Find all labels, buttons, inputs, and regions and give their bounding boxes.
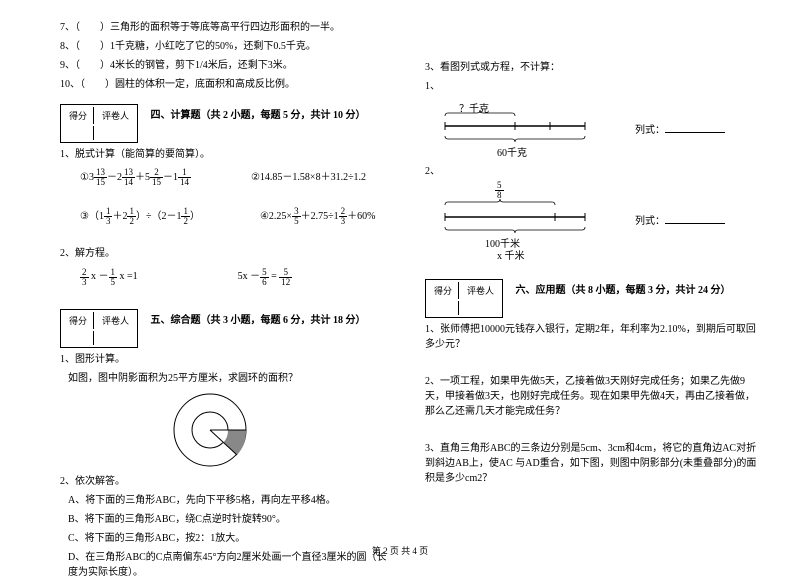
figure1-row: ？千克 60千克 列式：	[425, 98, 760, 158]
sec5-q2a: A、将下面的三角形ABC，先向下平移5格，再向左平移4格。	[60, 493, 395, 508]
calc-row3: 23 x －15 x =1 5x －56 = 512	[80, 267, 395, 286]
sec5-q1: 1、图形计算。	[60, 352, 395, 367]
blank2	[665, 214, 725, 224]
r-q3-2: 2、	[425, 164, 760, 179]
eq2: ②14.85－1.58×8＋31.2÷1.2	[251, 168, 366, 187]
calc-q2: 2、解方程。	[60, 246, 395, 261]
scorebox-5: 得分评卷人	[60, 309, 138, 348]
r-q3: 3、看图列式或方程，不计算：	[425, 60, 760, 75]
app-q1: 1、张师傅把10000元钱存入银行，定期2年，年利率为2.10%，到期后可取回多…	[425, 322, 760, 352]
page-footer: 第 2 页 共 4 页	[0, 544, 800, 557]
tf-q10: 10、（ ）圆柱的体积一定，底面积和高成反比例。	[60, 77, 395, 92]
eq2a: 23 x －15 x =1	[80, 267, 138, 286]
sec5-q2: 2、依次解答。	[60, 474, 395, 489]
scorebox-6: 得分评卷人	[425, 279, 503, 318]
section6-header: 得分评卷人 六、应用题（共 8 小题，每题 3 分，共计 24 分）	[425, 271, 760, 322]
section5-title: 五、综合题（共 3 小题，每题 6 分，共计 18 分）	[151, 301, 366, 326]
right-column: 3、看图列式或方程，不计算： 1、 ？千克 60千克 列	[415, 20, 770, 555]
lieshi1: 列式：	[635, 121, 725, 136]
eq4: ④2.25×35＋2.75÷123＋60%	[260, 207, 375, 226]
scorebox-pingjuan: 评卷人	[96, 107, 135, 124]
fig2-bot-text: x 千米	[497, 247, 525, 262]
section5-header: 得分评卷人 五、综合题（共 3 小题，每题 6 分，共计 18 分）	[60, 301, 395, 352]
section4-title: 四、计算题（共 2 小题，每题 5 分，共计 10 分）	[151, 96, 366, 121]
lieshi2: 列式：	[635, 212, 725, 227]
calc-q1: 1、脱式计算（能简算的要简算）。	[60, 147, 395, 162]
scorebox-4: 得分评卷人	[60, 104, 138, 143]
fig1-top-text: ？千克	[459, 100, 489, 115]
tf-q7: 7、（ ）三角形的面积等于等底等高平行四边形面积的一半。	[60, 20, 395, 35]
scorebox-defen: 得分	[63, 107, 94, 124]
blank1	[665, 123, 725, 133]
tf-q9: 9、（ ）4米长的钢管，剪下1/4米后，还剩下3米。	[60, 58, 395, 73]
eq3: ③（113＋212）÷（2－112）	[80, 207, 200, 226]
exam-page: 7、（ ）三角形的面积等于等底等高平行四边形面积的一半。 8、（ ）1千克糖，小…	[0, 0, 800, 565]
figure2-row: 58 100千米 x 千米 列式：	[425, 183, 760, 255]
sec5-q1b: 如图，图中阴影面积为25平方厘米，求圆环的面积？	[60, 371, 395, 386]
section4-header: 得分评卷人 四、计算题（共 2 小题，每题 5 分，共计 10 分）	[60, 96, 395, 147]
calc-row1: ①31315－21314＋5215－1114 ②14.85－1.58×8＋31.…	[80, 168, 395, 187]
calc-row2: ③（113＋212）÷（2－112） ④2.25×35＋2.75÷123＋60%	[80, 207, 395, 226]
r-q3-1: 1、	[425, 79, 760, 94]
brace-figure-2: 58 100千米 x 千米	[425, 183, 605, 255]
brace-figure-1: ？千克 60千克	[425, 98, 605, 158]
ring-figure	[160, 390, 260, 470]
eq2b: 5x －56 = 512	[238, 267, 293, 286]
fig2-frac: 58	[495, 181, 504, 200]
eq1: ①31315－21314＋5215－1114	[80, 168, 191, 187]
app-q3: 3、直角三角形ABC的三条边分别是5cm、3cm和4cm，将它的直角边AC对折到…	[425, 441, 760, 486]
sec5-q2b: B、将下面的三角形ABC，绕C点逆时针旋转90°。	[60, 512, 395, 527]
app-q2: 2、一项工程，如果甲先做5天，乙接着做3天刚好完成任务；如果乙先做9天，甲接着做…	[425, 374, 760, 419]
tf-q8: 8、（ ）1千克糖，小红吃了它的50%，还剩下0.5千克。	[60, 39, 395, 54]
fig1-bot-text: 60千克	[497, 144, 527, 159]
section6-title: 六、应用题（共 8 小题，每题 3 分，共计 24 分）	[516, 271, 731, 296]
left-column: 7、（ ）三角形的面积等于等底等高平行四边形面积的一半。 8、（ ）1千克糖，小…	[60, 20, 415, 555]
